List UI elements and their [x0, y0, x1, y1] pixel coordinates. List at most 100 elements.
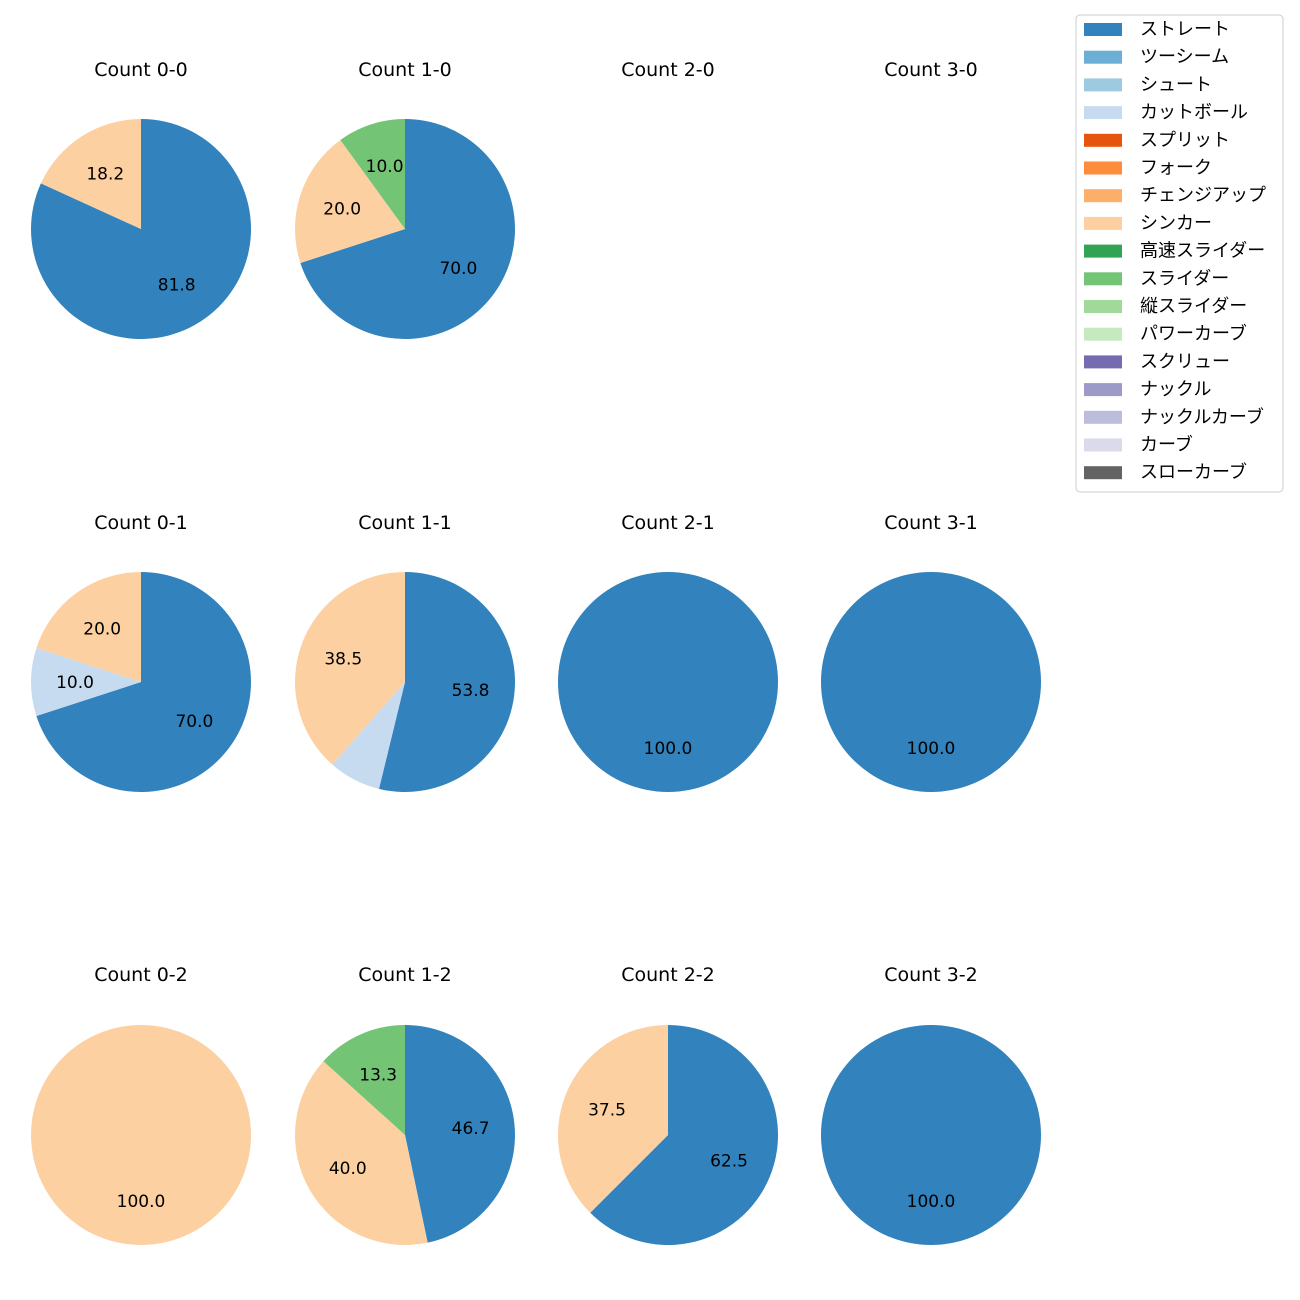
legend-swatch — [1084, 355, 1122, 369]
pie-panel: Count 0-1 70.0 10.0 20.0 — [30, 512, 251, 792]
pie-title: Count 3-1 — [884, 512, 978, 534]
pie-slice — [405, 1025, 515, 1243]
pie-title: Count 1-2 — [358, 964, 452, 986]
legend-entry: フォーク — [1084, 158, 1212, 179]
pie-slice — [31, 119, 252, 339]
legend-label: パワーカーブ — [1140, 323, 1247, 345]
slice-value-label: 37.5 — [588, 1101, 626, 1121]
slice-value-label: 20.0 — [323, 200, 361, 220]
pie-panel: Count 3-1 100.0 — [821, 512, 1041, 792]
pie-slice — [40, 119, 141, 229]
legend-entry: ツーシーム — [1084, 47, 1229, 68]
legend-swatch — [1084, 189, 1122, 203]
pie-title: Count 0-0 — [94, 59, 188, 81]
legend-entry: ナックルカーブ — [1084, 406, 1264, 428]
legend-label: シュート — [1140, 74, 1212, 95]
pie-title: Count 1-1 — [358, 512, 452, 534]
pie-title: Count 0-1 — [94, 512, 188, 534]
pie-slice — [332, 682, 405, 789]
slice-value-label: 81.8 — [158, 276, 196, 296]
legend-entry: 高速スライダー — [1084, 241, 1265, 262]
legend-items: ストレートツーシームシュートカットボールスプリットフォークチェンジアップシンカー… — [1084, 19, 1266, 483]
legend-swatch — [1084, 410, 1122, 424]
legend-frame — [1075, 14, 1284, 493]
legend-swatch — [1084, 438, 1122, 452]
slice-value-label: 20.0 — [83, 620, 121, 640]
pie-slice — [30, 648, 141, 716]
pie-slice — [295, 572, 405, 765]
legend-label: 高速スライダー — [1140, 241, 1265, 262]
pie-title: Count 0-2 — [94, 964, 188, 986]
slice-value-label: 70.0 — [175, 712, 213, 732]
pie-panel: Count 1-2 46.7 40.0 13.3 — [295, 964, 515, 1245]
pie-panel: Count 2-0 — [621, 59, 715, 81]
pie-slice — [31, 1025, 251, 1245]
slice-value-label: 100.0 — [117, 1192, 166, 1212]
slice-value-label: 18.2 — [86, 165, 124, 185]
legend-label: チェンジアップ — [1140, 185, 1266, 206]
legend-label: スプリット — [1140, 130, 1230, 151]
legend-entry: チェンジアップ — [1084, 185, 1266, 206]
pie-title: Count 2-1 — [621, 512, 715, 534]
pie-slice — [378, 572, 516, 792]
legend-entry: スプリット — [1084, 130, 1230, 151]
pie-slice — [558, 572, 778, 792]
legend-entry: カーブ — [1084, 434, 1193, 456]
pie-panel: Count 1-0 70.0 20.0 10.0 — [294, 59, 515, 339]
legend-swatch — [1084, 300, 1122, 313]
legend-label: カットボール — [1140, 102, 1248, 123]
legend-swatch — [1084, 327, 1122, 341]
legend-swatch — [1084, 466, 1122, 480]
legend-swatch — [1084, 216, 1122, 230]
pie-panel: Count 2-2 62.5 37.5 — [558, 964, 779, 1246]
slice-value-label: 10.0 — [366, 157, 404, 177]
slice-value-label: 70.0 — [439, 259, 477, 279]
legend-entry: 縦スライダー — [1084, 296, 1247, 317]
pie-panel: Count 1-1 53.8 38.5 — [295, 512, 516, 792]
legend-label: ストレート — [1140, 19, 1230, 40]
legend-swatch — [1084, 23, 1122, 36]
legend-swatch — [1084, 272, 1122, 286]
legend-label: スライダー — [1140, 268, 1229, 289]
legend-swatch — [1084, 50, 1122, 64]
slice-value-label: 40.0 — [329, 1159, 367, 1179]
legend-label: ナックルカーブ — [1140, 406, 1264, 428]
pie-slice — [558, 1025, 668, 1213]
legend-swatch — [1084, 161, 1122, 175]
pie-title: Count 1-0 — [358, 59, 452, 81]
pie-slice — [590, 1025, 779, 1246]
legend-label: ナックル — [1140, 379, 1211, 400]
legend-label: 縦スライダー — [1140, 296, 1247, 317]
pie-panel: Count 0-2 100.0 — [31, 964, 251, 1245]
slice-value-label: 62.5 — [710, 1151, 748, 1171]
slice-value-label: 100.0 — [907, 739, 956, 759]
legend-swatch — [1084, 383, 1122, 397]
legend-entry: シンカー — [1084, 213, 1212, 234]
legend-entry: カットボール — [1084, 102, 1248, 123]
legend-swatch — [1084, 133, 1122, 147]
pie-slice — [323, 1025, 405, 1135]
legend-entry: パワーカーブ — [1084, 323, 1247, 345]
pie-panel: Count 3-2 100.0 — [821, 964, 1041, 1245]
pie-panel: Count 0-0 81.8 18.2 — [31, 59, 252, 339]
legend-swatch — [1084, 106, 1122, 120]
pie-title: Count 3-0 — [884, 59, 978, 81]
pie-slice — [36, 572, 141, 682]
pie-title: Count 2-0 — [621, 59, 715, 81]
pie-slice — [294, 140, 405, 263]
legend-swatch — [1084, 244, 1122, 258]
pie-slice — [300, 119, 515, 339]
legend-label: フォーク — [1140, 158, 1212, 179]
pie-title: Count 3-2 — [884, 964, 978, 986]
slice-value-label: 13.3 — [359, 1066, 397, 1086]
pie-title: Count 2-2 — [621, 964, 715, 986]
legend-entry: スクリュー — [1084, 351, 1230, 372]
legend-swatch — [1084, 78, 1122, 92]
pie-panel: Count 2-1 100.0 — [558, 512, 778, 792]
pie-slice — [36, 572, 251, 792]
slice-value-label: 100.0 — [644, 739, 693, 759]
legend: ストレートツーシームシュートカットボールスプリットフォークチェンジアップシンカー… — [1075, 14, 1284, 493]
pie-slice — [821, 1025, 1041, 1245]
